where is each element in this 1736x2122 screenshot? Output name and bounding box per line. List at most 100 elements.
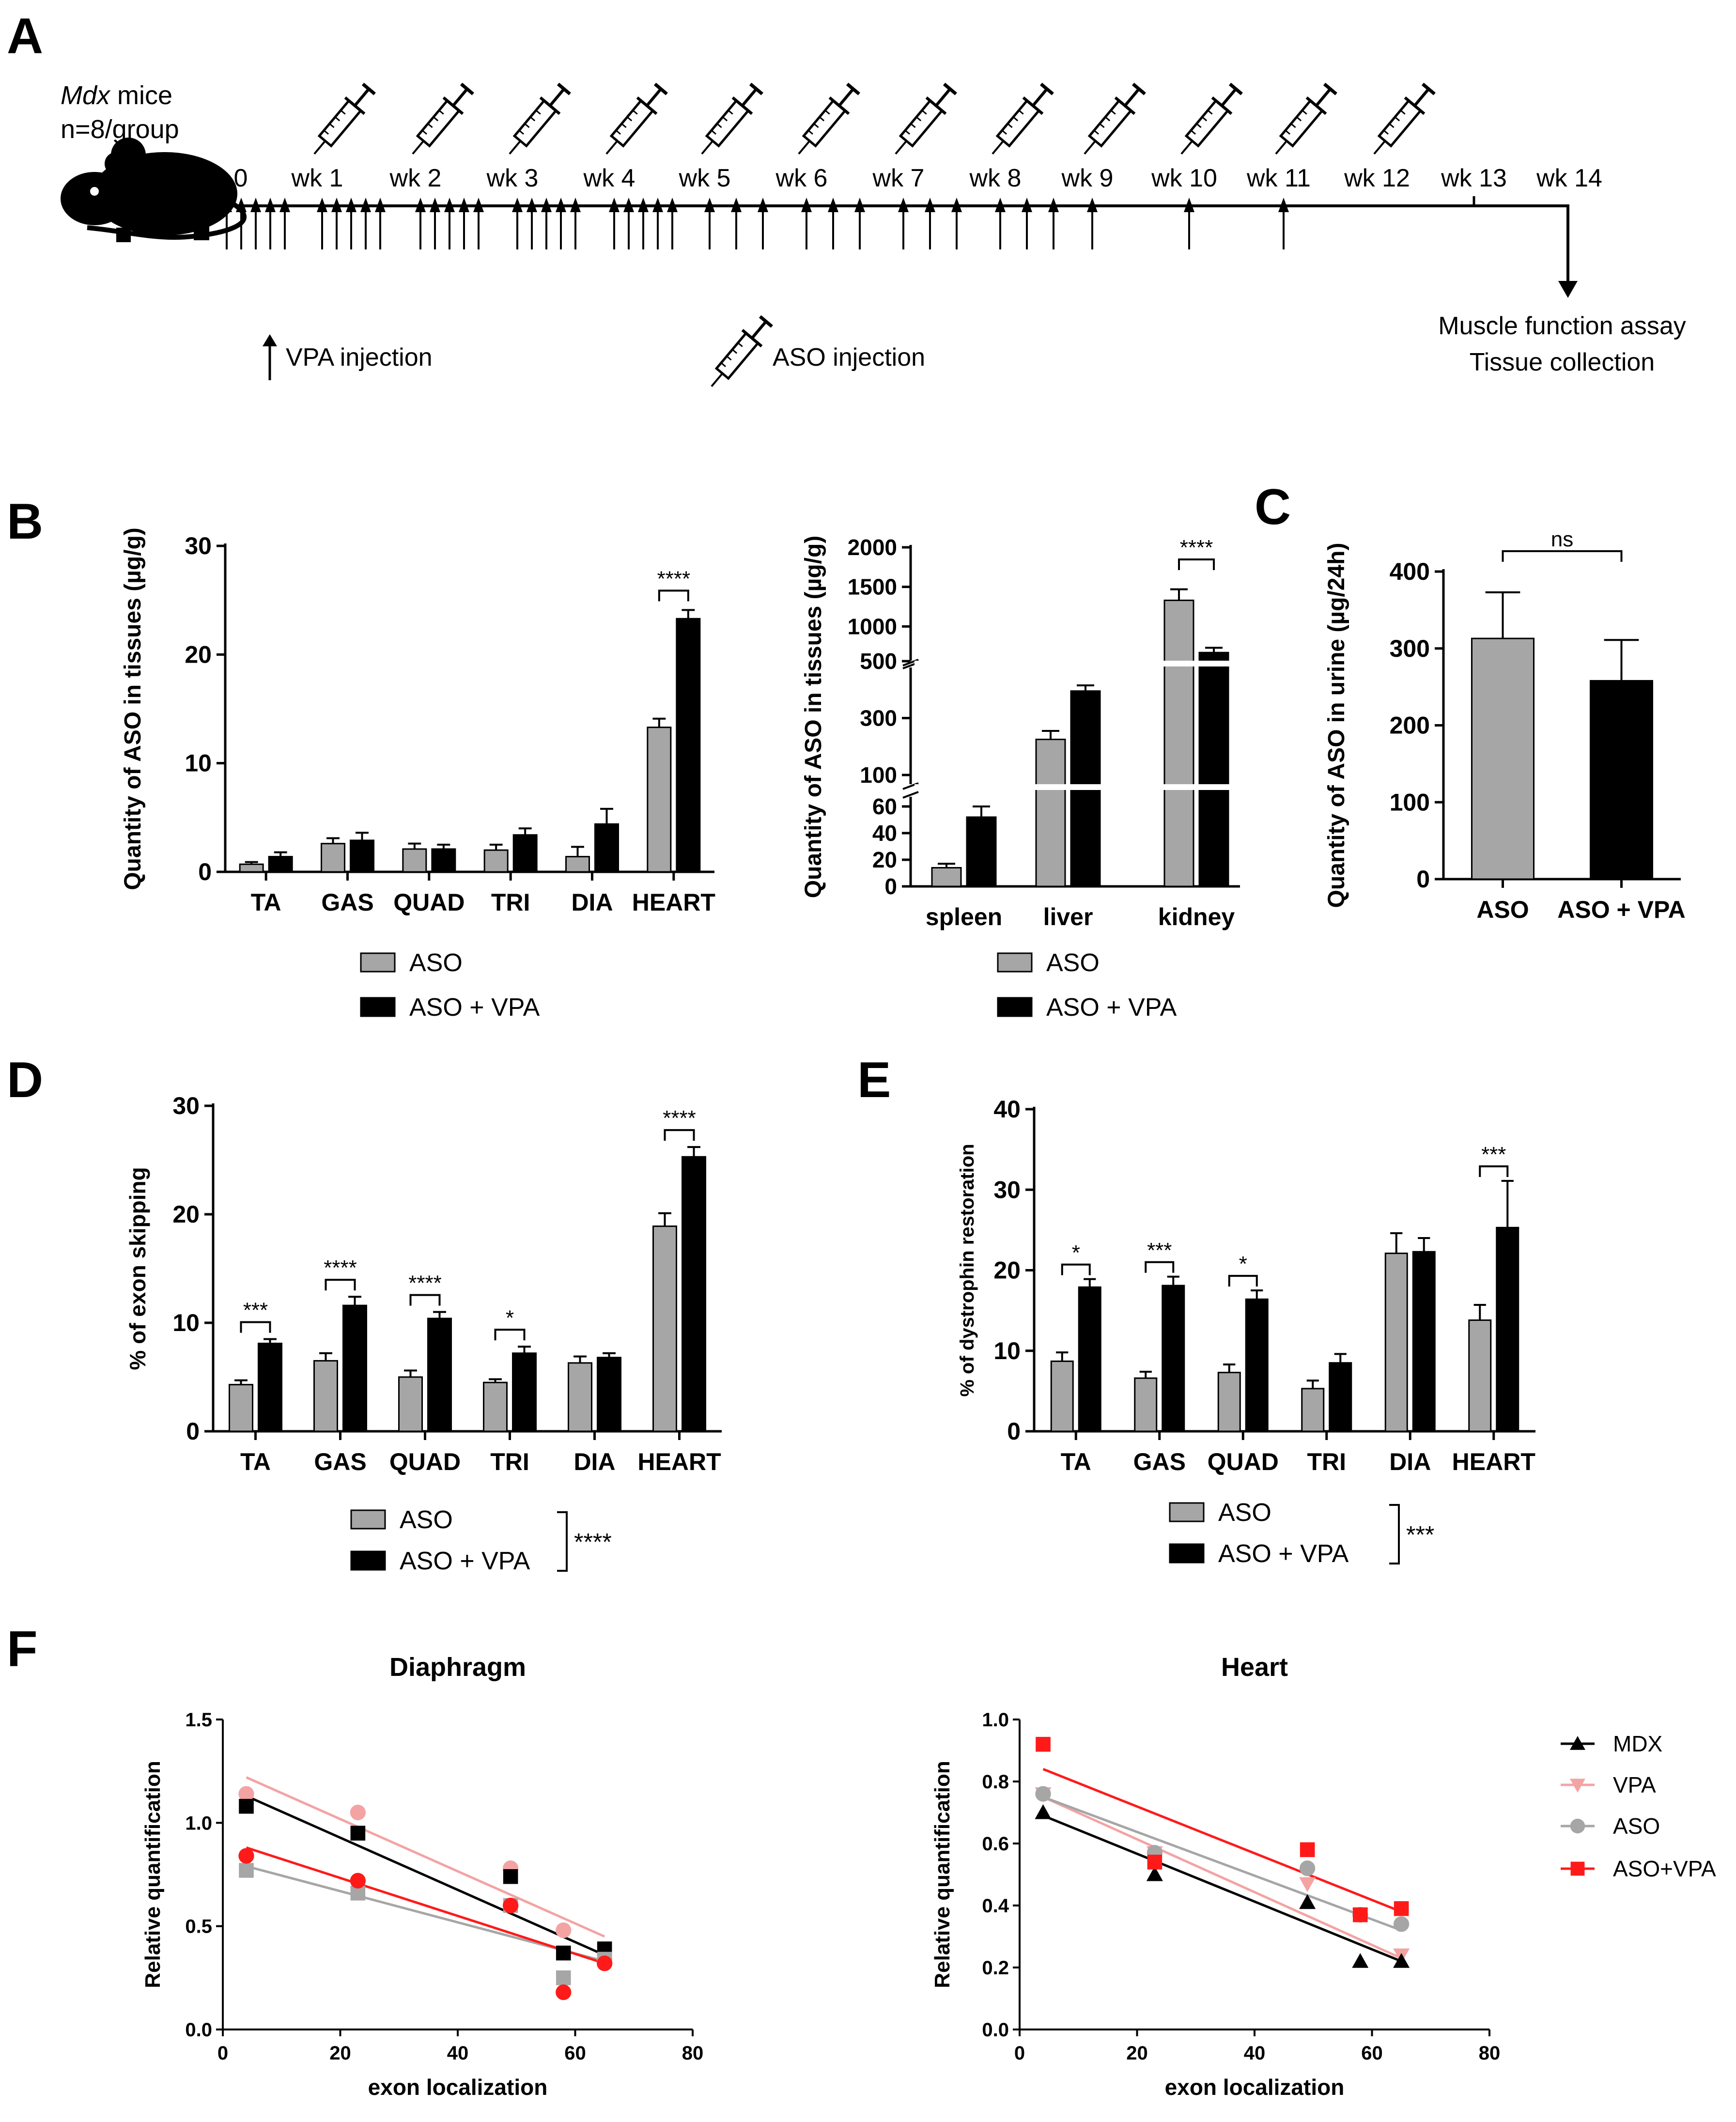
week-label: wk 11 bbox=[1246, 164, 1311, 192]
syringe-thumb bbox=[1228, 82, 1243, 95]
vpa-injection-label: VPA injection bbox=[286, 343, 433, 372]
x-tick-label: DIA bbox=[571, 889, 613, 916]
y-tick-label: 1.0 bbox=[185, 1812, 212, 1834]
week-label: wk 10 bbox=[1151, 164, 1217, 192]
x-tick-label: ASO + VPA bbox=[1557, 896, 1685, 923]
significance-label: ns bbox=[1551, 527, 1573, 551]
syringe-flange bbox=[539, 96, 561, 115]
bar bbox=[342, 1304, 367, 1432]
syringe-thumb bbox=[1323, 82, 1337, 95]
y-tick-label: 20 bbox=[872, 847, 897, 872]
syringe-plunger bbox=[838, 88, 854, 107]
y-axis-label: Quantity of ASO in tissues (µg/g) bbox=[801, 536, 826, 898]
significance-bracket bbox=[1502, 550, 1623, 562]
vpa-arrow-head bbox=[317, 198, 327, 212]
syringe-marking bbox=[421, 130, 427, 135]
syringe-needle bbox=[895, 140, 907, 155]
week-label: wk 6 bbox=[775, 164, 828, 192]
syringe-thumb bbox=[460, 82, 474, 95]
significance-label: **** bbox=[408, 1271, 442, 1295]
y-tick-label: 10 bbox=[993, 1337, 1021, 1364]
week-label: wk 14 bbox=[1536, 164, 1602, 192]
syringe-plunger bbox=[452, 88, 468, 107]
bar bbox=[239, 863, 264, 873]
syringe-needle bbox=[313, 140, 326, 155]
x-tick-label: HEART bbox=[1452, 1448, 1535, 1475]
syringe-needle bbox=[701, 140, 713, 155]
vpa-arrow-head bbox=[527, 198, 537, 212]
bar bbox=[1198, 651, 1229, 887]
syringe-flange bbox=[731, 96, 753, 115]
x-tick-label: 40 bbox=[1244, 2043, 1266, 2064]
syringe-marking bbox=[726, 356, 732, 361]
data-point-aso bbox=[350, 1804, 366, 1821]
syringe-needle bbox=[509, 140, 521, 155]
legend-f: MDX VPA ASO ASO+VPA bbox=[1561, 1731, 1716, 1881]
y-tick-label: 200 bbox=[1390, 712, 1430, 739]
syringe-needle bbox=[798, 140, 810, 155]
y-axis-label: Relative quantification bbox=[930, 1761, 954, 1988]
chart-d-exon-skipping: 0 10 20 30 % of exon skipping TA GAS QUAD TRI DIA… bbox=[125, 1092, 722, 1575]
syringe-marking bbox=[1001, 130, 1007, 135]
legend-swatch bbox=[997, 952, 1033, 973]
axis-break-mark bbox=[902, 791, 919, 799]
syringe-thumb bbox=[759, 315, 773, 328]
vpa-arrow-head bbox=[415, 198, 426, 212]
data-point-aso-vpa bbox=[350, 1826, 366, 1841]
y-tick-label: 0 bbox=[1007, 1418, 1021, 1445]
y-tick-label: 30 bbox=[993, 1176, 1021, 1203]
vpa-arrow-head bbox=[221, 198, 232, 212]
syringe-thumb bbox=[1132, 82, 1146, 95]
syringe-flange bbox=[344, 96, 366, 115]
fit-line bbox=[1042, 1796, 1402, 1932]
syringe-thumb bbox=[361, 82, 376, 95]
data-point-vpa bbox=[1299, 1877, 1316, 1892]
chart-title: Diaphragm bbox=[389, 1653, 526, 1682]
bar bbox=[1035, 739, 1066, 887]
bar bbox=[565, 856, 590, 873]
bar bbox=[1163, 599, 1194, 887]
syringe-thumb bbox=[749, 82, 763, 95]
y-tick-label: 100 bbox=[860, 762, 897, 788]
data-point-aso-vpa bbox=[1036, 1736, 1051, 1752]
y-tick-label: 30 bbox=[185, 532, 212, 559]
syringe-plunger bbox=[741, 88, 758, 107]
significance-bracket bbox=[1178, 558, 1215, 570]
significance-label: *** bbox=[1481, 1143, 1506, 1166]
syringe-plunger bbox=[751, 320, 767, 340]
syringe-marking bbox=[427, 123, 433, 128]
legend-label: ASO + VPA bbox=[400, 1547, 530, 1575]
bar bbox=[1245, 1298, 1269, 1432]
syringe-barrel bbox=[1184, 99, 1230, 148]
bar bbox=[258, 1343, 282, 1432]
x-tick-label: 80 bbox=[1479, 2043, 1501, 2064]
bar bbox=[512, 1352, 537, 1432]
syringe-flange bbox=[1305, 96, 1327, 115]
syringe-marking bbox=[1007, 123, 1013, 128]
chart-b-tissues-muscle: 0 10 20 30 Quantity of ASO in tissues (µg/g)… bbox=[120, 527, 715, 1022]
data-point-aso-vpa bbox=[1394, 1901, 1409, 1916]
syringe-marking bbox=[1290, 123, 1296, 128]
syringe-marking bbox=[1099, 123, 1105, 128]
syringe-needle bbox=[711, 372, 723, 387]
legend-bracket bbox=[557, 1511, 568, 1572]
x-tick-label: 0 bbox=[217, 2043, 228, 2064]
y-tick-label: 0.0 bbox=[185, 2019, 212, 2041]
vpa-arrow-head bbox=[854, 198, 865, 212]
data-point-mdx bbox=[1299, 1894, 1316, 1909]
data-point-aso-vpa bbox=[556, 1945, 571, 1961]
significance-label: * bbox=[1072, 1241, 1080, 1265]
x-tick-label: QUAD bbox=[389, 1448, 461, 1475]
aso-injection-label: ASO injection bbox=[773, 343, 925, 372]
x-tick-label: liver bbox=[1043, 903, 1093, 930]
vpa-arrow-head bbox=[667, 198, 678, 212]
bar bbox=[931, 867, 962, 887]
syringe-marking bbox=[1093, 130, 1099, 135]
significance-bracket bbox=[1061, 1263, 1091, 1275]
chart-e-dystrophin: 0 10 20 30 40 % of dystrophin restoration TA GA… bbox=[957, 1096, 1535, 1568]
syringe-marking bbox=[711, 130, 716, 135]
aso-syringes bbox=[313, 82, 1436, 155]
legend-bracket bbox=[1389, 1504, 1400, 1564]
syringe-barrel bbox=[416, 99, 461, 148]
syringe-marking bbox=[615, 130, 621, 135]
